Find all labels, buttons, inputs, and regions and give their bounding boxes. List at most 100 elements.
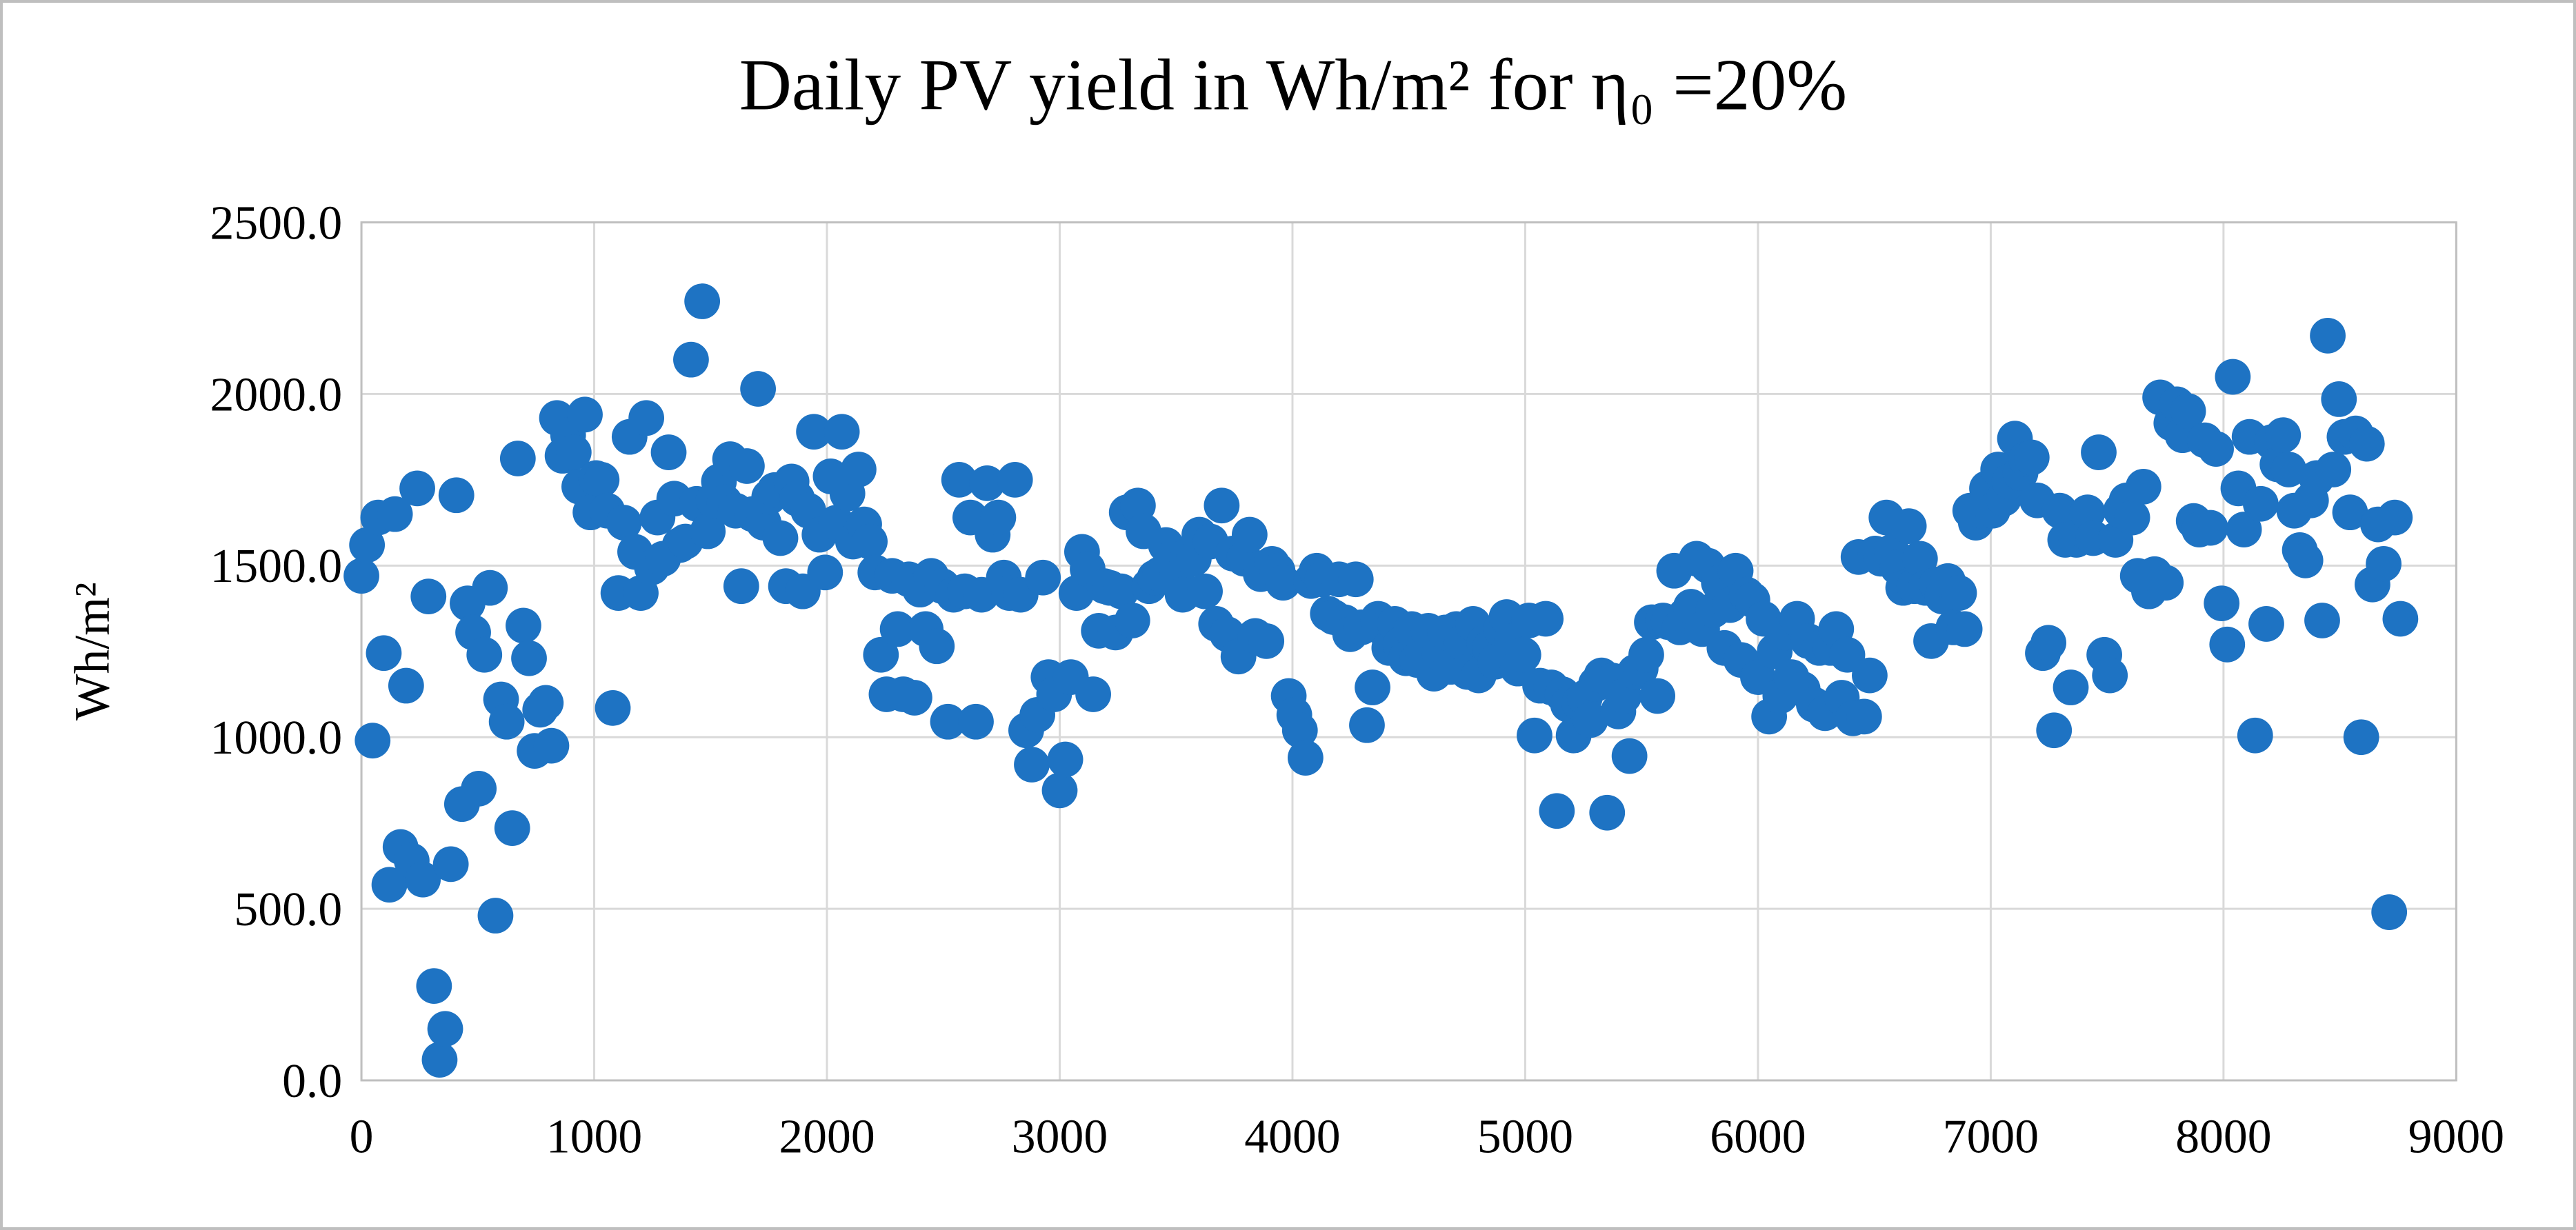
- data-point: [377, 496, 413, 532]
- y-tick-label: 2000.0: [210, 368, 343, 421]
- y-tick-label: 0.0: [282, 1055, 342, 1108]
- data-point: [1337, 561, 1374, 598]
- data-point: [2382, 601, 2419, 637]
- data-point: [1187, 573, 1223, 609]
- x-tick-label: 7000: [1943, 1110, 2039, 1163]
- data-point: [461, 770, 497, 807]
- data-point: [1890, 508, 1927, 544]
- data-point: [1639, 678, 1676, 714]
- data-point: [1589, 794, 1626, 831]
- data-point: [1528, 601, 1564, 637]
- data-point: [494, 810, 530, 846]
- data-point: [897, 680, 932, 716]
- y-axis-title: Wh/m²: [65, 582, 120, 720]
- data-point: [2013, 439, 2050, 476]
- data-point: [2092, 657, 2128, 694]
- data-point: [1014, 747, 1050, 783]
- data-point: [2209, 626, 2246, 663]
- data-point: [2377, 499, 2413, 536]
- data-point: [2270, 452, 2307, 487]
- chart-title: Daily PV yield in Wh/m² for η₀ =20%: [739, 44, 1847, 125]
- data-point: [432, 846, 469, 883]
- data-point: [1941, 575, 1977, 612]
- data-point: [852, 523, 888, 560]
- data-point: [2198, 431, 2234, 467]
- data-point: [2265, 417, 2302, 454]
- data-point: [740, 371, 777, 407]
- data-point: [941, 462, 977, 498]
- data-point: [958, 703, 994, 740]
- data-point: [488, 703, 525, 740]
- data-point: [723, 568, 759, 605]
- data-point: [690, 513, 726, 550]
- data-point: [2114, 499, 2150, 536]
- data-point: [2287, 542, 2324, 578]
- data-point: [863, 636, 899, 673]
- data-point: [583, 462, 620, 498]
- data-point: [2248, 606, 2284, 642]
- scatter-plot-svg: 0.0 500.0 1000.0 1500.0 2000.0 2500.0 0 1000 200…: [65, 44, 2504, 1163]
- data-point: [506, 607, 541, 644]
- data-point: [421, 1042, 458, 1078]
- data-point: [2304, 603, 2340, 638]
- x-tick-label: 2000: [779, 1110, 875, 1163]
- data-point: [1846, 698, 1882, 735]
- x-tick-label: 8000: [2175, 1110, 2271, 1163]
- data-point: [841, 452, 877, 487]
- data-point: [1572, 702, 1608, 738]
- data-point: [1539, 793, 1575, 829]
- data-point: [399, 470, 435, 507]
- data-point: [997, 462, 1033, 498]
- data-point: [1517, 717, 1552, 754]
- data-point: [567, 396, 603, 433]
- data-point: [1281, 712, 1318, 749]
- data-point: [595, 690, 631, 726]
- data-point: [405, 861, 441, 898]
- data-point: [1075, 676, 1111, 712]
- data-point: [1041, 772, 1078, 809]
- data-point: [533, 727, 570, 764]
- data-point: [349, 527, 386, 563]
- data-point: [1114, 603, 1150, 638]
- x-tick-label: 6000: [1710, 1110, 1806, 1163]
- data-point: [1901, 541, 1938, 577]
- data-point: [427, 1011, 463, 1047]
- x-tick-label: 5000: [1477, 1110, 1573, 1163]
- data-point: [2170, 393, 2206, 430]
- y-tick-label: 1500.0: [210, 540, 343, 593]
- data-point: [606, 505, 642, 541]
- x-tick-label: 0: [350, 1110, 374, 1163]
- data-point: [684, 283, 721, 319]
- data-point: [511, 640, 547, 676]
- data-point: [2371, 894, 2408, 930]
- data-point: [762, 520, 799, 556]
- data-point: [2053, 669, 2089, 705]
- data-point: [673, 341, 709, 378]
- data-point: [1355, 669, 1390, 705]
- data-point: [2332, 494, 2368, 531]
- data-point: [2226, 512, 2262, 547]
- data-point: [2148, 565, 2184, 601]
- y-tick-label: 2500.0: [210, 196, 343, 250]
- data-point: [1248, 623, 1285, 659]
- data-point: [823, 414, 860, 450]
- data-point: [650, 434, 687, 470]
- data-point: [2036, 712, 2073, 749]
- data-point: [343, 558, 379, 594]
- data-point: [472, 569, 508, 606]
- data-point: [2310, 317, 2346, 354]
- x-tick-label: 9000: [2408, 1110, 2504, 1163]
- data-point: [1103, 573, 1139, 609]
- data-point: [2215, 359, 2251, 395]
- data-point: [1852, 657, 1888, 694]
- data-point: [1505, 636, 1541, 673]
- data-point: [807, 554, 843, 591]
- data-point: [416, 968, 452, 1004]
- data-point: [2193, 510, 2228, 546]
- data-point: [528, 685, 564, 721]
- data-point: [796, 414, 832, 450]
- data-point: [2237, 717, 2273, 754]
- data-point: [388, 667, 424, 704]
- data-point: [980, 499, 1017, 536]
